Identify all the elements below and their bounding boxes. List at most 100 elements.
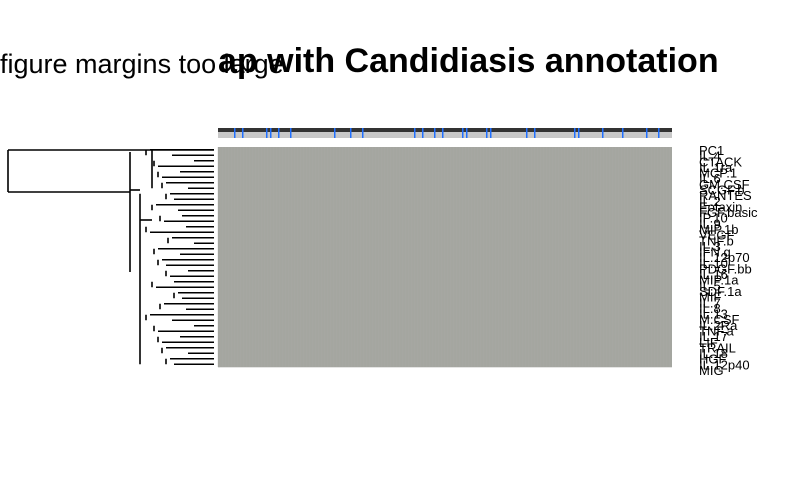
row-label: VEGF	[699, 228, 734, 243]
annotation-mark	[574, 128, 576, 138]
annotation-mark	[526, 128, 528, 138]
annotation-band	[218, 132, 672, 138]
heatmap-row-1	[218, 147, 672, 153]
row-label: IL.9	[699, 216, 721, 231]
heatmap-body	[217, 147, 672, 368]
row-label: IL.6	[699, 171, 721, 186]
annotation-mark	[462, 128, 464, 138]
row-label: PDGF.bb	[699, 261, 752, 276]
heatmap-row-16	[218, 229, 672, 236]
heatmap-row-13	[218, 213, 672, 219]
row-label: IL.8	[699, 301, 721, 316]
annotation-mark	[466, 128, 468, 138]
annotation-mark	[602, 128, 604, 138]
row-label: IL.16	[699, 267, 728, 282]
heatmap-row-7	[218, 180, 672, 186]
heatmap-row-9	[218, 191, 672, 197]
error-message: figure margins too large	[0, 49, 284, 79]
heatmap-row-26	[218, 284, 672, 291]
chart-title: ap with Candidiasis annotation	[218, 42, 719, 80]
heatmap-row-40	[218, 361, 672, 368]
heatmap-row-21	[218, 257, 672, 263]
row-label: IL.4	[699, 149, 721, 164]
annotation-mark	[334, 128, 336, 138]
heatmap-row-33	[218, 323, 672, 329]
row-label: MIG	[699, 363, 724, 378]
row-label: RANTES	[699, 188, 752, 203]
heatmap-row-34	[218, 328, 672, 335]
annotation-mark	[242, 128, 244, 138]
row-label: IL.12p70	[699, 250, 750, 265]
heatmap-row-27	[218, 290, 672, 296]
heatmap-row-17	[218, 235, 672, 241]
annotation-mark	[658, 128, 660, 138]
heatmap-row-29	[218, 301, 672, 307]
annotation-mark	[290, 128, 292, 138]
row-label: PC1	[699, 143, 724, 158]
heatmap-row-24	[218, 273, 672, 280]
annotation-mark	[234, 128, 236, 138]
annotation-mark	[362, 128, 364, 138]
annotation-mark	[278, 128, 280, 138]
heatmap-row-4	[218, 163, 672, 170]
row-label: M.CSF	[699, 312, 740, 327]
annotation-mark	[422, 128, 424, 138]
annotation-mark	[622, 128, 624, 138]
row-label: IP.10	[699, 211, 728, 226]
annotation-mark	[266, 128, 268, 138]
heatmap-row-36	[218, 339, 672, 346]
annotation-mark	[646, 128, 648, 138]
row-label: IL.12p40	[699, 357, 750, 372]
heatmap-row-3	[218, 158, 672, 164]
row-label: SDF.1a	[699, 284, 742, 299]
heatmap-row-30	[218, 306, 672, 313]
row-label: IL.5	[699, 278, 721, 293]
heatmap-row-12	[218, 207, 672, 214]
column-annotation-bar	[218, 128, 672, 138]
row-label: TNF.a	[699, 324, 734, 339]
heatmap-row-28	[218, 295, 672, 302]
heatmap-row-37	[218, 345, 672, 351]
heatmap-row-5	[218, 169, 672, 175]
annotation-mark	[578, 128, 580, 138]
row-label: TRAIL	[699, 340, 736, 355]
heatmap-row-20	[218, 251, 672, 258]
heatmap-row-8	[218, 185, 672, 192]
row-label: CTACK	[699, 154, 742, 169]
row-label: MCP.1	[699, 166, 737, 181]
row-label: IL.18	[699, 346, 728, 361]
heatmap-row-19	[218, 246, 672, 252]
annotation-mark	[270, 128, 272, 138]
row-label: LIF	[699, 335, 718, 350]
annotation-mark	[350, 128, 352, 138]
row-label: IFN.g	[699, 245, 731, 260]
annotation-mark	[414, 128, 416, 138]
row-label: IL.2	[699, 194, 721, 209]
annotation-mark	[534, 128, 536, 138]
annotation-mark	[490, 128, 492, 138]
row-dendrogram	[7, 148, 214, 366]
row-label: MIP.1a	[699, 273, 739, 288]
annotation-mark	[442, 128, 444, 138]
row-label: IL.17	[699, 329, 728, 344]
annotation-top-edge	[218, 128, 672, 132]
row-label: IL.10	[699, 256, 728, 271]
heatmap-row-38	[218, 350, 672, 357]
row-label: MIF	[699, 290, 721, 305]
heatmap-row-32	[218, 317, 672, 324]
heatmap-row-2	[218, 152, 672, 159]
row-label: FGF.basic	[699, 205, 758, 220]
heatmap-row-11	[218, 202, 672, 208]
row-label: GM.CSF	[699, 177, 750, 192]
row-labels: PC1IL.4CTACKIL.1raMCP.1IL.6GM.CSFSCGF.bR…	[699, 143, 758, 378]
row-label: HGF	[699, 352, 727, 367]
heatmap-row-15	[218, 224, 672, 230]
row-label: MIP.1b	[699, 222, 739, 237]
heatmap-row-35	[218, 334, 672, 340]
heatmap-row-6	[218, 174, 672, 181]
heatmap-row-31	[218, 312, 672, 318]
annotation-mark	[486, 128, 488, 138]
heatmap-row-25	[218, 279, 672, 285]
heatmap-row-14	[218, 218, 672, 225]
